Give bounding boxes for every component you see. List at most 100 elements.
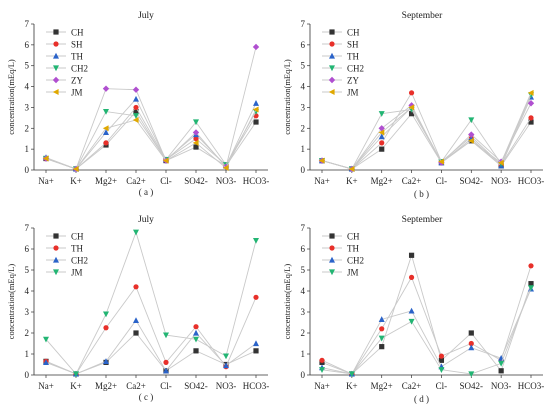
- data-point: [408, 274, 415, 280]
- data-point: [163, 359, 169, 365]
- series-line: [45, 285, 257, 375]
- data-point: [378, 335, 385, 342]
- data-point: [528, 119, 534, 125]
- data-point: [223, 353, 229, 360]
- y-tick-label: 6: [25, 40, 30, 50]
- data-point: [438, 158, 445, 165]
- x-tick-label: Mg2+: [95, 176, 117, 186]
- data-point: [103, 358, 109, 364]
- legend-label: CH2: [347, 64, 364, 74]
- y-tick-label: 1: [301, 144, 306, 154]
- legend: CH SH TH CH2 ZY JM: [322, 28, 364, 98]
- data-point: [348, 371, 355, 378]
- data-point: [43, 336, 49, 343]
- data-point: [72, 165, 79, 172]
- legend-marker: [53, 29, 59, 35]
- x-tick-label: Ca2+: [402, 176, 422, 186]
- y-tick-label: 2: [25, 328, 30, 338]
- data-point: [379, 326, 385, 332]
- x-tick-label: Cl-: [160, 381, 172, 391]
- legend-label: JM: [347, 268, 359, 278]
- legend-marker: [329, 52, 335, 59]
- data-point: [192, 129, 200, 136]
- chart-panel-3: 0 1 2 3 4 5 6 7 Na+ K+ Mg2+ Ca2+ Cl- SO42- NO3- HCO3- co…: [6, 215, 269, 402]
- data-point: [378, 316, 385, 322]
- y-tick-label: 4: [25, 82, 30, 92]
- legend-marker: [52, 76, 60, 84]
- data-point: [497, 159, 504, 166]
- data-point: [468, 371, 475, 378]
- data-point: [133, 113, 139, 119]
- y-tick-label: 2: [301, 123, 306, 133]
- data-point: [408, 104, 415, 111]
- series-jm: [43, 229, 259, 378]
- legend-label: CH: [347, 232, 360, 242]
- y-tick-label: 4: [301, 82, 306, 92]
- series-line: [45, 230, 257, 375]
- legend-marker: [329, 29, 335, 35]
- data-point: [378, 129, 385, 136]
- x-tick-label: K+: [70, 176, 82, 186]
- y-tick-label: 6: [301, 40, 306, 50]
- legend-marker: [329, 245, 335, 251]
- x-tick-label: NO3-: [491, 176, 512, 186]
- data-point: [528, 115, 534, 121]
- x-tick-label: HCO3-: [518, 381, 545, 391]
- legend-label: TH: [71, 244, 83, 254]
- y-tick-label: 0: [25, 165, 30, 175]
- y-tick-label: 0: [301, 370, 306, 380]
- legend-marker: [53, 269, 59, 276]
- data-point: [468, 330, 474, 336]
- legend-marker: [52, 89, 59, 95]
- data-point: [133, 229, 139, 236]
- legend-label: TH: [71, 52, 83, 62]
- chart-title: July: [138, 215, 154, 225]
- data-point: [379, 344, 385, 350]
- chart-panel-2: 0 1 2 3 4 5 6 7 Na+ K+ Mg2+ Ca2+ Cl- SO42- NO3- HCO3- co…: [282, 11, 544, 199]
- x-tick-label: HCO3-: [243, 176, 270, 186]
- legend-label: CH: [71, 232, 84, 242]
- y-axis-label: concentration(mEq/L): [282, 59, 292, 135]
- legend-label: ZY: [71, 76, 83, 86]
- data-point: [319, 357, 325, 363]
- data-point: [193, 348, 199, 354]
- x-tick-label: Cl-: [436, 381, 448, 391]
- x-tick-label: Ca2+: [126, 381, 146, 391]
- legend-marker: [328, 76, 336, 84]
- data-point: [527, 89, 534, 96]
- y-tick-label: 5: [25, 61, 30, 71]
- data-point: [103, 140, 109, 146]
- data-point: [528, 263, 534, 269]
- x-tick-label: K+: [70, 381, 82, 391]
- legend-label: ZY: [347, 76, 359, 86]
- data-point: [408, 307, 415, 314]
- series-line: [45, 46, 257, 170]
- data-point: [103, 129, 109, 136]
- series-ch2: [43, 317, 259, 377]
- y-tick-label: 1: [25, 349, 30, 359]
- data-point: [222, 164, 229, 171]
- x-tick-label: SO42-: [460, 176, 484, 186]
- y-tick-label: 5: [301, 265, 306, 275]
- x-tick-label: Na+: [314, 381, 330, 391]
- legend: CH TH CH2 JM: [322, 232, 364, 278]
- data-point: [498, 368, 504, 374]
- legend-label: JM: [71, 88, 83, 98]
- y-tick-label: 2: [301, 328, 306, 338]
- series-jm: [318, 89, 534, 172]
- x-tick-label: Ca2+: [402, 381, 422, 391]
- series-line: [321, 92, 532, 170]
- series-line: [321, 288, 532, 375]
- data-point: [133, 95, 139, 102]
- y-tick-label: 0: [25, 370, 30, 380]
- data-point: [132, 116, 139, 123]
- data-point: [379, 146, 385, 152]
- data-point: [378, 125, 385, 132]
- data-point: [378, 133, 385, 140]
- x-tick-label: SO42-: [460, 381, 484, 391]
- series-line: [321, 94, 532, 170]
- data-point: [103, 109, 109, 115]
- data-point: [318, 157, 325, 164]
- legend-label: CH2: [347, 256, 364, 266]
